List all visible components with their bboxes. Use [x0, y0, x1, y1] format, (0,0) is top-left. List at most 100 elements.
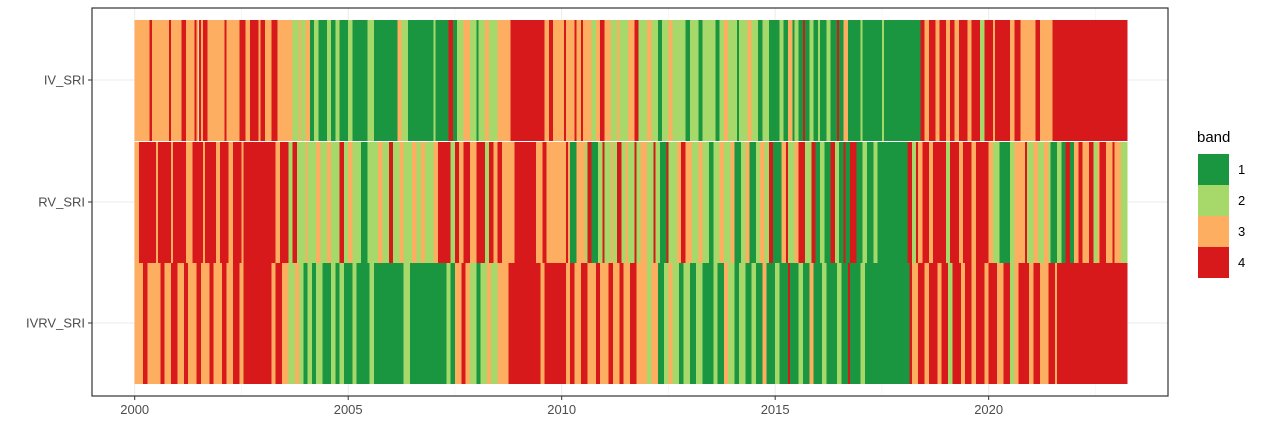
band-segment [668, 142, 677, 263]
band-segment [679, 263, 684, 384]
band-segment [997, 263, 1004, 384]
band-segment [798, 263, 803, 384]
band-segment [484, 20, 490, 141]
band-segment [177, 263, 184, 384]
band-segment [239, 20, 246, 141]
band-segment [361, 142, 368, 263]
band-segment [967, 20, 972, 141]
band-segment [751, 263, 756, 384]
band-segment [988, 263, 998, 384]
band-segment [602, 142, 605, 263]
band-segment [271, 20, 278, 141]
band-segment [1003, 263, 1011, 384]
band-segment [412, 142, 417, 263]
band-segment [862, 142, 867, 263]
band-segment [292, 20, 300, 141]
band-segment [826, 20, 831, 141]
band-segment [222, 263, 227, 384]
band-segment [738, 20, 748, 141]
band-segment [945, 20, 951, 141]
x-tick-label: 2015 [761, 402, 790, 417]
band-segment [691, 142, 699, 263]
band-segment [651, 20, 658, 141]
band-segment [597, 142, 603, 263]
band-segment [277, 20, 293, 141]
band-segment [478, 20, 485, 141]
band-segment [450, 263, 455, 384]
band-segment [933, 142, 946, 263]
band-segment [662, 20, 669, 141]
band-segment [918, 142, 923, 263]
band-segment [1089, 142, 1094, 263]
band-segment [200, 20, 204, 141]
band-segment [604, 20, 611, 141]
band-segment [617, 142, 622, 263]
band-segment [570, 263, 575, 384]
band-segment [817, 20, 820, 141]
band-segment [151, 20, 169, 141]
band-segment [837, 20, 840, 141]
band-segment [634, 20, 639, 141]
band-segment [326, 20, 332, 141]
band-segment [984, 20, 993, 141]
legend-label: 1 [1238, 162, 1245, 177]
band-segment [911, 263, 919, 384]
band-segment [995, 20, 1011, 141]
band-segment [792, 20, 795, 141]
band-segment [768, 20, 780, 141]
band-segment [713, 142, 720, 263]
band-segment [984, 263, 989, 384]
band-segment [401, 20, 408, 141]
band-segment [497, 142, 502, 263]
band-segment [196, 263, 201, 384]
band-segment [339, 142, 344, 263]
band-segment [945, 142, 951, 263]
band-segment [773, 142, 782, 263]
band-segment [802, 20, 806, 141]
band-segment [198, 20, 201, 141]
band-segment [397, 20, 402, 141]
band-segment [950, 142, 959, 263]
band-segment [659, 142, 667, 263]
band-segment [741, 142, 746, 263]
band-segment [975, 142, 989, 263]
band-segment [501, 142, 515, 263]
band-segment [185, 20, 195, 141]
band-segment [873, 142, 878, 263]
band-segment [1082, 142, 1089, 263]
band-segment [723, 142, 731, 263]
legend-swatch [1198, 185, 1229, 216]
band-segment [798, 20, 803, 141]
band-segment [299, 20, 302, 141]
band-segment [587, 263, 596, 384]
band-segment [1061, 142, 1066, 263]
band-segment [200, 263, 210, 384]
band-segment [608, 263, 613, 384]
band-segment [713, 263, 718, 384]
x-tick-label: 2020 [974, 402, 1003, 417]
band-segment [785, 142, 788, 263]
band-segment [627, 20, 635, 141]
band-segment [343, 263, 353, 384]
band-segment [305, 20, 310, 141]
band-segment [809, 263, 814, 384]
band-segment [565, 20, 575, 141]
band-segment [1020, 20, 1036, 141]
band-segment [1050, 142, 1057, 263]
band-segment [719, 142, 724, 263]
band-segment [205, 142, 216, 263]
band-segment [877, 142, 908, 263]
band-segment [403, 142, 413, 263]
band-segment [1024, 142, 1028, 263]
band-segment [331, 142, 340, 263]
band-segment [1010, 20, 1015, 141]
x-tick-label: 2010 [547, 402, 576, 417]
band-segment [963, 142, 972, 263]
band-segment [343, 142, 349, 263]
band-segment [762, 263, 767, 384]
band-segment [435, 20, 449, 141]
band-segment [138, 142, 157, 263]
band-segment [924, 20, 929, 141]
band-segment [367, 20, 374, 141]
